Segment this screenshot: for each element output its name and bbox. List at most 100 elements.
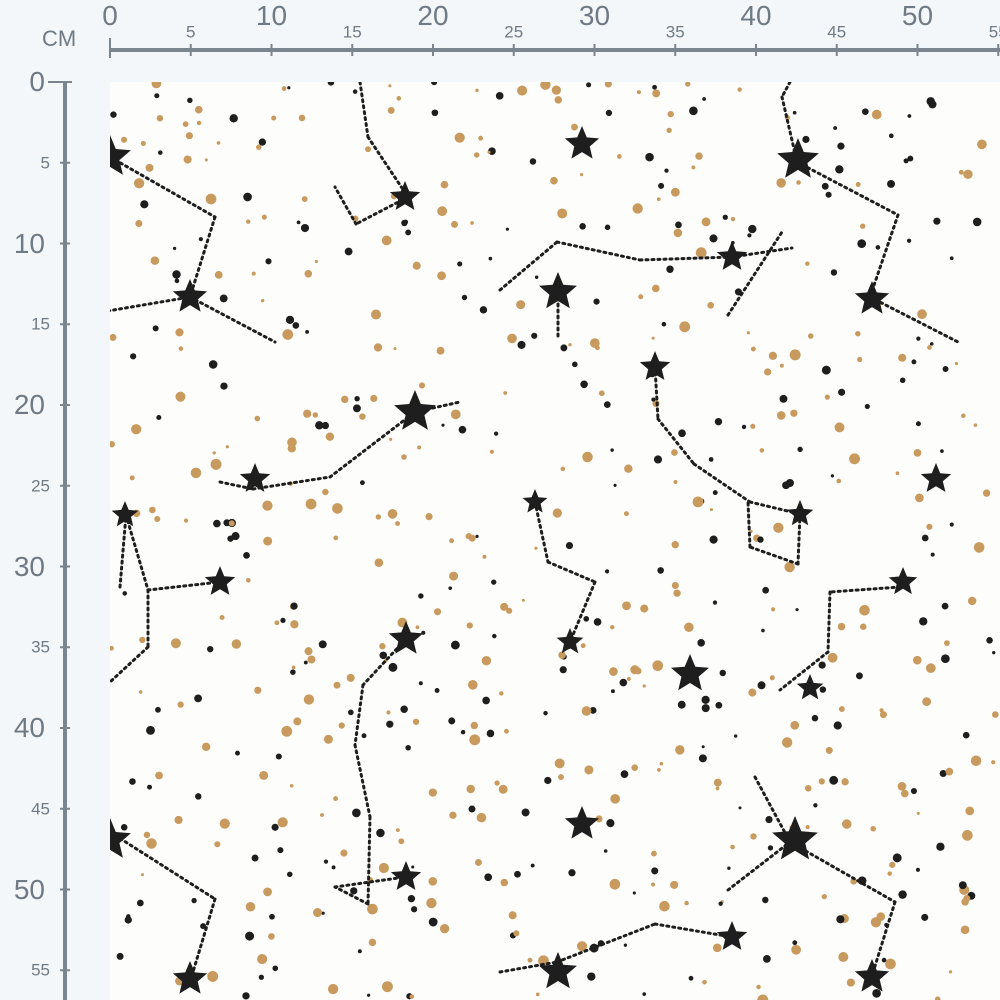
- gold-dot: [373, 343, 383, 352]
- black-dot: [907, 155, 914, 162]
- star-icon: [111, 501, 139, 527]
- black-dot: [434, 688, 440, 693]
- black-dot: [833, 721, 842, 730]
- black-dot: [762, 586, 770, 594]
- gold-dot: [895, 471, 900, 476]
- black-dot: [140, 200, 149, 209]
- gold-dot: [552, 508, 562, 518]
- gold-dot: [560, 466, 566, 472]
- gold-dot: [879, 711, 887, 719]
- gold-dot: [454, 132, 465, 143]
- black-dot: [715, 701, 723, 709]
- star-icon: [772, 816, 818, 860]
- black-dot: [782, 481, 790, 490]
- gold-dot: [730, 217, 736, 222]
- black-dot: [949, 256, 954, 261]
- gold-dot: [177, 701, 184, 708]
- gold-dot: [320, 813, 324, 817]
- gold-dot: [440, 180, 449, 189]
- star-icon: [389, 181, 421, 210]
- black-dot: [191, 897, 197, 904]
- gold-dot: [282, 329, 294, 340]
- black-dot: [958, 881, 967, 890]
- black-dot: [251, 854, 259, 862]
- gold-dot: [201, 742, 211, 752]
- gold-dot: [437, 271, 446, 281]
- gold-dot: [475, 88, 479, 93]
- gold-dot: [396, 96, 402, 101]
- black-dot: [583, 616, 590, 622]
- black-dot: [818, 661, 826, 669]
- constellation-line: [353, 683, 365, 747]
- black-dot: [651, 867, 659, 875]
- gold-dot: [715, 786, 720, 791]
- gold-dot: [973, 542, 985, 553]
- black-dot: [376, 828, 385, 838]
- black-dot: [797, 446, 803, 453]
- black-dot: [305, 329, 310, 334]
- black-dot: [323, 859, 329, 864]
- gold-dot: [638, 294, 644, 300]
- constellation-line: [868, 213, 900, 299]
- black-dot: [701, 704, 710, 713]
- gold-dot: [712, 943, 722, 953]
- gold-dot: [174, 815, 183, 825]
- gold-dot: [156, 114, 164, 122]
- black-dot: [565, 541, 574, 550]
- gold-dot: [120, 136, 128, 143]
- black-dot: [488, 256, 493, 261]
- gold-dot: [571, 123, 578, 131]
- gold-dot: [695, 247, 707, 259]
- black-dot: [829, 775, 839, 785]
- black-dot: [678, 429, 686, 438]
- star-icon: [110, 135, 131, 175]
- gold-dot: [487, 150, 491, 154]
- black-dot: [285, 315, 295, 325]
- gold-dot: [214, 270, 223, 279]
- star-icon: [777, 138, 819, 178]
- gold-dot: [746, 331, 751, 335]
- black-dot: [486, 729, 495, 738]
- black-dot: [619, 678, 628, 687]
- gold-dot: [991, 760, 996, 765]
- black-dot: [645, 152, 654, 162]
- black-dot: [658, 182, 665, 189]
- black-dot: [491, 579, 497, 585]
- gold-dot: [503, 391, 508, 395]
- fabric-print-constellation-pattern: [110, 82, 1000, 1000]
- gold-dot: [341, 395, 349, 404]
- black-dot: [593, 618, 602, 626]
- gold-dot: [516, 300, 526, 310]
- gold-dot: [927, 345, 932, 350]
- gold-dot: [245, 901, 256, 912]
- gold-dot: [887, 871, 892, 876]
- constellation-line: [333, 185, 358, 226]
- gold-dot: [961, 413, 966, 418]
- gold-dot: [954, 361, 959, 366]
- gold-dot: [679, 321, 691, 333]
- gold-dot: [776, 178, 786, 188]
- gold-dot: [824, 394, 830, 400]
- top-ruler-label: 55: [988, 22, 1000, 42]
- gold-dot: [151, 82, 162, 89]
- black-dot: [243, 551, 250, 559]
- gold-dot: [428, 877, 438, 886]
- top-ruler-label: 50: [901, 0, 934, 31]
- gold-dot: [670, 880, 679, 889]
- gold-dot: [925, 663, 936, 674]
- black-dot: [187, 97, 193, 104]
- black-dot: [833, 126, 838, 130]
- black-dot: [275, 753, 282, 760]
- black-dot: [821, 182, 829, 190]
- gold-dot: [262, 500, 273, 511]
- gold-dot: [671, 582, 679, 590]
- star-icon: [888, 567, 918, 595]
- gold-dot: [876, 912, 886, 921]
- gold-dot: [750, 346, 756, 352]
- black-dot: [290, 602, 298, 610]
- black-dot: [245, 931, 255, 941]
- black-dot: [147, 784, 152, 790]
- black-dot: [689, 106, 698, 116]
- black-dot: [448, 717, 456, 725]
- black-dot: [146, 725, 155, 735]
